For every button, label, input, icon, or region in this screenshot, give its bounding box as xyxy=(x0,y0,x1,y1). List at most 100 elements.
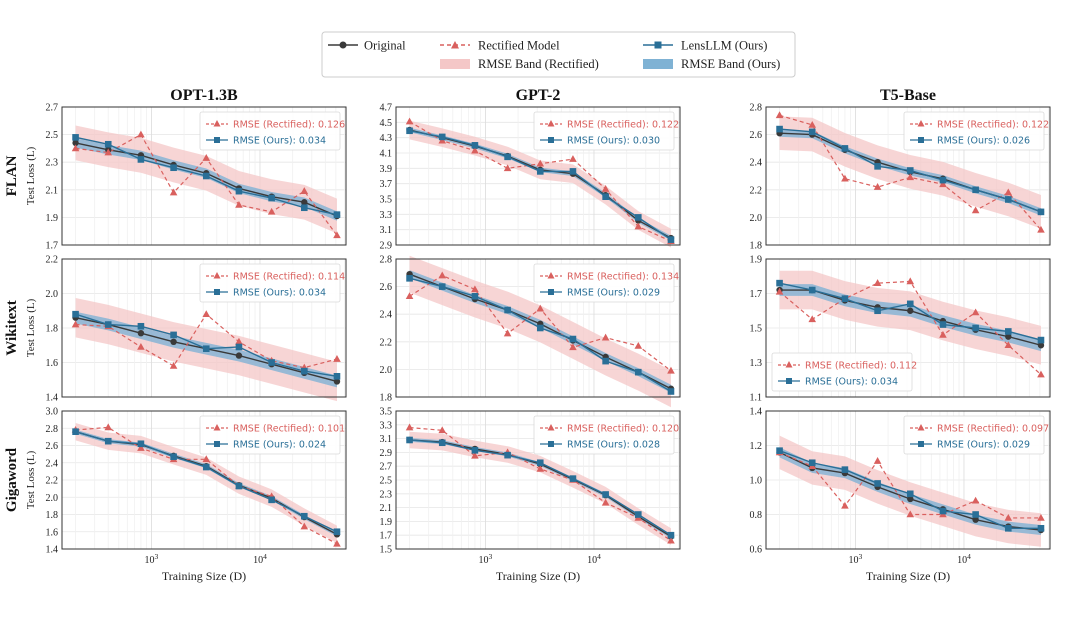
y-tick-label: 2.2 xyxy=(46,255,59,266)
data-point-lensllm xyxy=(1037,208,1045,216)
data-point-rectified xyxy=(667,536,675,544)
data-point-rectified xyxy=(873,279,882,286)
annotation-rmse-rectified: RMSE (Rectified): 0.122 xyxy=(937,120,1049,131)
data-point-rectified xyxy=(405,117,414,125)
annotation-rmse-ours: RMSE (Ours): 0.034 xyxy=(805,377,898,388)
plot-frame xyxy=(61,258,347,398)
data-point-lensllm xyxy=(841,466,849,473)
annotation-rmse-rectified: RMSE (Rectified): 0.120 xyxy=(567,424,679,435)
panel: 2.9 3.1 3.3 3.5 3.7 3.9 4.1 4.3 4.5 4.7 RMSE (Rect… xyxy=(380,103,681,252)
data-point-original xyxy=(235,352,243,359)
data-point-rectified xyxy=(137,130,145,138)
rmse-band-ours xyxy=(75,429,337,537)
y-tick-label: 2.9 xyxy=(380,241,393,252)
data-point-rectified xyxy=(971,308,980,316)
rmse-band-rectified xyxy=(779,270,1041,365)
data-point-lensllm xyxy=(301,204,308,212)
square-marker-icon xyxy=(548,441,554,447)
data-point-lensllm xyxy=(635,511,642,518)
data-point-rectified xyxy=(841,501,849,509)
annotation-rmse-rectified: RMSE (Rectified): 0.134 xyxy=(567,272,679,283)
data-point-lensllm xyxy=(170,453,177,461)
data-point-rectified xyxy=(471,451,479,459)
data-point-lensllm xyxy=(301,367,308,375)
data-point-lensllm xyxy=(602,357,609,365)
annotation-box xyxy=(903,111,1045,151)
data-point-lensllm xyxy=(235,482,243,490)
data-point-original xyxy=(972,516,979,523)
square-marker-icon xyxy=(654,41,662,49)
y-tick-label: 1.2 xyxy=(750,441,763,452)
series-line-rectified xyxy=(75,426,338,545)
row-title: Gigaword xyxy=(4,447,20,512)
y-tick-label: 3.1 xyxy=(380,225,393,236)
y-tick-label: 3.1 xyxy=(380,434,393,445)
band-swatch-icon xyxy=(440,59,470,69)
x-tick-label: 103 xyxy=(145,552,159,566)
data-point-lensllm xyxy=(438,283,446,290)
rmse-band-rectified xyxy=(75,422,337,544)
x-tick-label: 103 xyxy=(849,552,863,566)
square-marker-icon xyxy=(214,137,220,143)
legend-original-label: Original xyxy=(364,39,406,53)
annotation-rmse-rectified: RMSE (Rectified): 0.126 xyxy=(233,120,345,131)
data-point-lensllm xyxy=(569,335,577,343)
triangle-marker-icon xyxy=(785,361,793,368)
data-point-lensllm xyxy=(841,295,849,302)
y-tick-label: 3.3 xyxy=(380,210,393,221)
y-tick-label: 2.4 xyxy=(380,310,393,321)
data-point-rectified xyxy=(841,174,849,182)
x-axis-label: Training Size (D) xyxy=(162,569,246,583)
data-point-rectified xyxy=(601,185,610,192)
y-tick-label: 3.3 xyxy=(380,420,393,431)
data-point-rectified xyxy=(438,426,447,434)
annotation-rmse-rectified: RMSE (Rectified): 0.112 xyxy=(805,361,917,372)
data-point-rectified xyxy=(333,355,341,362)
triangle-marker-icon xyxy=(213,120,221,127)
data-point-rectified xyxy=(569,155,577,162)
plot-frame xyxy=(765,258,1051,398)
column-title: OPT-1.3B xyxy=(170,87,238,104)
square-marker-icon xyxy=(214,289,220,295)
annotation-rmse-ours: RMSE (Ours): 0.026 xyxy=(937,136,1030,147)
data-point-rectified xyxy=(471,285,479,293)
legend-band-rectified-label: RMSE Band (Rectified) xyxy=(478,57,599,71)
y-tick-label: 1.9 xyxy=(380,517,393,528)
y-tick-label: 1.4 xyxy=(46,393,59,404)
y-tick-label: 2.0 xyxy=(750,213,763,224)
data-point-lensllm xyxy=(569,168,577,175)
y-tick-label: 2.0 xyxy=(46,493,59,504)
plot-frame xyxy=(395,258,681,398)
data-point-rectified xyxy=(808,120,817,128)
y-tick-label: 0.8 xyxy=(750,510,763,521)
plot-frame xyxy=(765,106,1051,246)
data-point-lensllm xyxy=(1005,328,1012,335)
y-tick-label: 1.8 xyxy=(46,510,59,521)
row-title: FLAN xyxy=(4,155,20,196)
y-tick-label: 2.5 xyxy=(380,476,393,487)
y-tick-label: 2.6 xyxy=(750,130,763,141)
data-point-rectified xyxy=(235,337,243,345)
y-tick-label: 2.6 xyxy=(46,441,59,452)
data-point-lensllm xyxy=(438,439,446,447)
data-point-original xyxy=(170,338,177,345)
data-point-lensllm xyxy=(137,440,145,448)
data-point-rectified xyxy=(939,330,947,338)
data-point-rectified xyxy=(267,207,276,215)
annotation-rmse-ours: RMSE (Ours): 0.034 xyxy=(233,136,326,147)
panel: 1.1 1.3 1.5 1.7 1.9 RMSE (Rectified): 0.112 RM… xyxy=(750,255,1051,404)
data-point-lensllm xyxy=(536,324,544,332)
y-tick-label: 2.7 xyxy=(380,462,393,473)
panel: 1.7 1.9 2.1 2.3 2.5 2.7 Test Loss (L) RMSE (Rec… xyxy=(25,103,347,252)
y-tick-label: 1.7 xyxy=(750,289,763,300)
data-point-lensllm xyxy=(72,428,79,435)
data-point-rectified xyxy=(775,287,784,295)
data-point-rectified xyxy=(906,277,915,285)
annotation-rmse-rectified: RMSE (Rectified): 0.122 xyxy=(567,120,679,131)
data-point-lensllm xyxy=(333,528,341,536)
data-point-lensllm xyxy=(906,300,914,308)
y-tick-label: 2.4 xyxy=(750,158,763,169)
y-tick-label: 2.8 xyxy=(380,255,393,266)
y-tick-label: 0.6 xyxy=(750,545,763,556)
data-point-rectified xyxy=(906,173,915,181)
